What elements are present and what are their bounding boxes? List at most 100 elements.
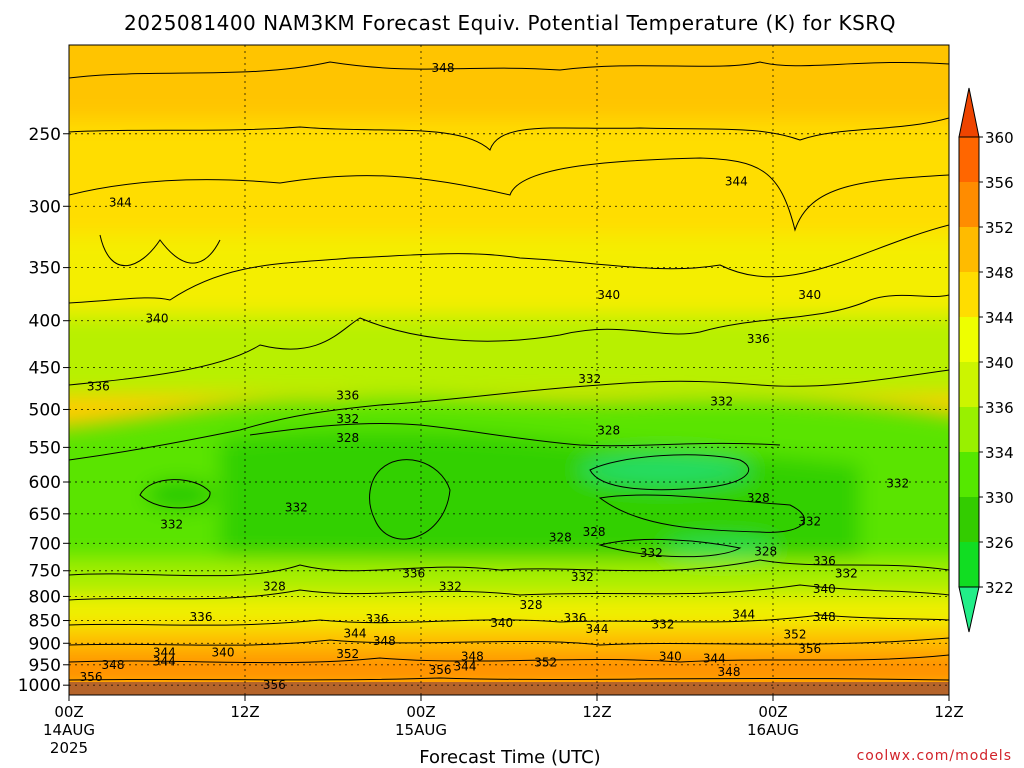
colorbar-tick-label: 344 (985, 309, 1014, 327)
contour-label: 336 (747, 332, 770, 346)
colorbar-band (959, 137, 979, 183)
colorbar-band (959, 542, 979, 588)
contour-label: 332 (886, 476, 909, 490)
y-tick-label: 600 (29, 473, 61, 493)
contour-label: 332 (652, 617, 675, 631)
y-axis: 2503003504004505005506006507007508008509… (18, 125, 69, 696)
contour-label: 336 (366, 612, 389, 626)
y-tick-label: 750 (29, 562, 61, 582)
colorbar-band (959, 317, 979, 363)
field-band-lower-336 (69, 560, 949, 600)
contour-label: 348 (432, 61, 455, 75)
contour-label: 336 (402, 566, 425, 580)
colorbar-tick-label: 334 (985, 444, 1014, 462)
contour-label: 328 (754, 545, 777, 559)
contour-label: 344 (725, 175, 748, 189)
x-axis-title: Forecast Time (UTC) (419, 747, 600, 768)
colorbar-tick-label: 348 (985, 264, 1014, 282)
contour-label: 332 (640, 546, 663, 560)
x-tick-label: 12Z (230, 703, 259, 721)
contour-352-lower (69, 654, 949, 664)
contour-label: 340 (490, 616, 513, 630)
contour-label: 340 (798, 288, 821, 302)
contour-label: 332 (798, 515, 821, 529)
y-tick-label: 250 (29, 125, 61, 145)
contour-label: 328 (263, 579, 286, 593)
colorbar-band (959, 497, 979, 543)
colorbar-band (959, 452, 979, 498)
contour-label: 340 (597, 288, 620, 302)
y-tick-label: 850 (29, 612, 61, 632)
contour-label: 332 (285, 501, 308, 515)
contour-label: 348 (461, 649, 484, 663)
y-tick-label: 700 (29, 534, 61, 554)
contour-label: 332 (710, 394, 733, 408)
plot-frame (68, 44, 950, 696)
theta-e-field (69, 45, 949, 685)
y-tick-label: 800 (29, 587, 61, 607)
field-min-left (145, 481, 215, 509)
x-tick-sublabel: 14AUG (43, 721, 95, 739)
contour-label: 336 (336, 389, 359, 403)
x-tick-label: 12Z (934, 703, 963, 721)
contour-label: 340 (146, 312, 169, 326)
colorbar-top-arrow (958, 87, 980, 138)
contour-336-lower (69, 559, 949, 577)
y-tick-label: 1000 (18, 676, 61, 696)
contour-label: 356 (798, 642, 821, 656)
contour-label: 328 (520, 598, 543, 612)
field-band-340 (69, 235, 949, 325)
contour-label: 352 (784, 627, 807, 641)
contour-label: 340 (659, 649, 682, 663)
field-band-surface-warm (69, 628, 949, 658)
contour-label: 332 (571, 570, 594, 584)
contour-344 (69, 157, 949, 232)
chart-title: 2025081400 NAM3KM Forecast Equiv. Potent… (124, 11, 896, 35)
contour-label: 348 (813, 610, 836, 624)
y-tick-label: 900 (29, 634, 61, 654)
contour-label: 348 (718, 665, 741, 679)
colorbar-band (959, 407, 979, 453)
contour-348-lower2 (69, 637, 949, 646)
colorbar-bottom-arrow (958, 586, 980, 633)
contour-332 (69, 369, 949, 461)
contour-340 (69, 224, 949, 304)
colorbar-tick-label: 356 (985, 174, 1014, 192)
y-tick-label: 950 (29, 656, 61, 676)
x-tick-label: 00Z (54, 703, 83, 721)
contour-328-right (589, 454, 750, 491)
contour-356-lower (69, 677, 949, 681)
colorbar-band (959, 227, 979, 273)
field-band-lower-344 (69, 595, 949, 630)
x-tick-label: 12Z (582, 703, 611, 721)
contour-label: 336 (813, 554, 836, 568)
contour-label: 344 (703, 651, 726, 665)
y-tick-label: 350 (29, 259, 61, 279)
colorbar-tick-label: 360 (985, 129, 1014, 147)
colorbar-band (959, 272, 979, 318)
colorbar-tick-label: 330 (985, 489, 1014, 507)
contour-label: 328 (583, 525, 606, 539)
credit-text: coolwx.com/models (857, 748, 1012, 764)
colorbar-band (959, 362, 979, 408)
x-tick-label: 00Z (406, 703, 435, 721)
contour-label: 340 (813, 582, 836, 596)
contour-label: 328 (747, 491, 770, 505)
contour-label: 344 (153, 654, 176, 668)
y-tick-label: 300 (29, 197, 61, 217)
contour-label: 348 (373, 634, 396, 648)
contour-label: 344 (454, 659, 477, 673)
contour-340-dip (99, 234, 221, 267)
contour-328 (249, 422, 781, 447)
colorbar-tick-label: 352 (985, 219, 1014, 237)
contour-label: 356 (80, 670, 103, 684)
contour-332-center (369, 459, 451, 540)
contour-340-lower (69, 584, 949, 601)
contour-label: 352 (336, 647, 359, 661)
colorbar-tick-label: 336 (985, 399, 1014, 417)
y-tick-label: 450 (29, 359, 61, 379)
colorbar-tick-label: 322 (985, 579, 1014, 597)
